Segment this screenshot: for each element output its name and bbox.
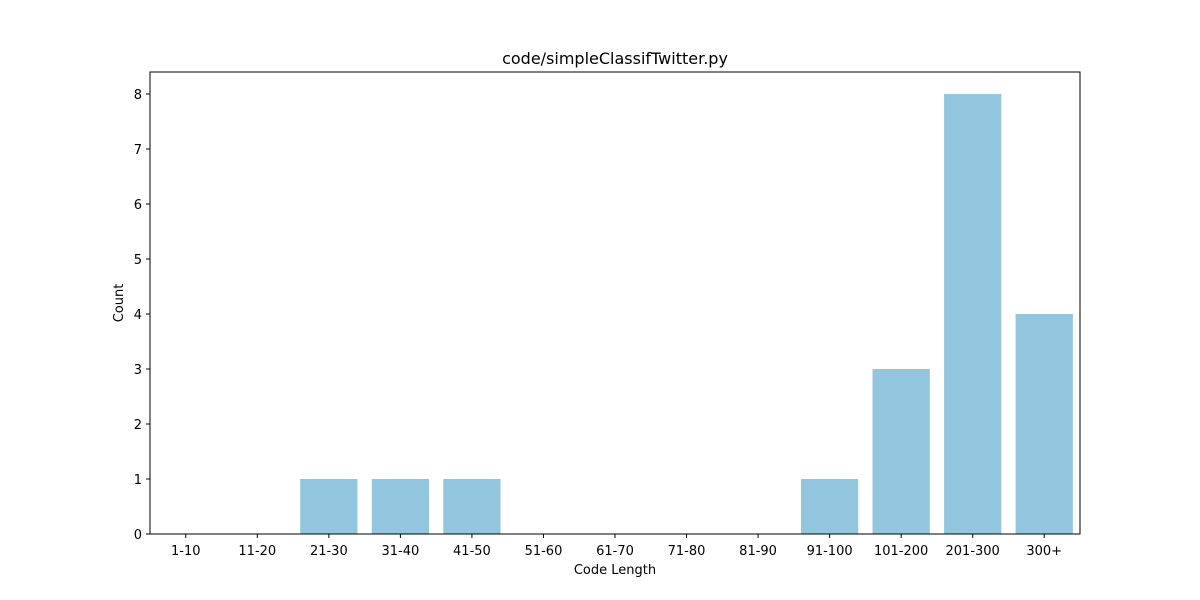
y-tick-label: 7 <box>134 143 142 158</box>
x-tick-label: 21-30 <box>310 544 348 559</box>
bar-101-200 <box>872 369 930 534</box>
bar-41-50 <box>443 479 501 534</box>
y-tick-label: 4 <box>134 308 142 323</box>
x-tick-label: 101-200 <box>874 544 928 559</box>
x-tick-label: 201-300 <box>946 544 1000 559</box>
bar-31-40 <box>371 479 429 534</box>
bar-21-30 <box>300 479 358 534</box>
x-tick-label: 61-70 <box>596 544 634 559</box>
y-tick-label: 0 <box>134 528 142 543</box>
x-tick-label: 51-60 <box>525 544 563 559</box>
bars-group <box>300 94 1073 534</box>
x-tick-label: 71-80 <box>668 544 706 559</box>
y-tick-label: 3 <box>134 363 142 378</box>
plot-frame <box>149 71 1081 535</box>
y-tick-label: 6 <box>134 198 142 213</box>
x-axis-label: Code Length <box>574 563 656 578</box>
x-axis-ticks: 1-10 11-20 21-30 31-40 41-50 51-60 61-70 71-80 8… <box>171 534 1062 559</box>
x-tick-label: 11-20 <box>238 544 276 559</box>
x-tick-label: 81-90 <box>739 544 777 559</box>
x-tick-label: 31-40 <box>381 544 419 559</box>
bar-91-100 <box>801 479 859 534</box>
x-tick-label: 91-100 <box>807 544 853 559</box>
y-tick-label: 2 <box>134 418 142 433</box>
y-tick-label: 8 <box>134 88 142 103</box>
x-tick-label: 1-10 <box>171 544 201 559</box>
y-tick-label: 5 <box>134 253 142 268</box>
bar-201-300 <box>944 94 1002 534</box>
chart-title: code/simpleClassifTwitter.py <box>502 49 728 68</box>
x-tick-label: 41-50 <box>453 544 491 559</box>
y-axis-label: Count <box>112 284 127 323</box>
y-tick-label: 1 <box>134 473 142 488</box>
y-axis-ticks: 0 1 2 3 4 5 6 7 8 <box>134 88 150 543</box>
bar-300+ <box>1015 314 1073 534</box>
x-tick-label: 300+ <box>1026 544 1062 559</box>
